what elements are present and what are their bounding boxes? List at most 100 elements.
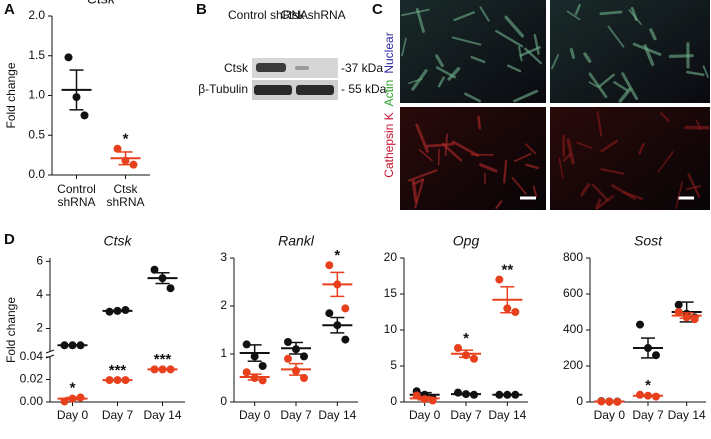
y-tick-label: 5: [390, 358, 397, 372]
x-tick-label: Day 7: [450, 408, 482, 422]
cell: [566, 138, 575, 165]
x-tick-label: Day 14: [318, 408, 356, 422]
cell: [525, 143, 537, 155]
y-tick-label: 400: [563, 322, 583, 336]
y-tick-label: 3: [220, 250, 227, 264]
micrographs: [400, 0, 710, 210]
cell: [638, 142, 645, 155]
significance-label: ***: [109, 362, 127, 379]
y-tick-label: 600: [563, 286, 583, 300]
data-point: [341, 335, 350, 344]
cell: [621, 72, 639, 101]
cell: [668, 54, 694, 58]
cell: [686, 70, 705, 76]
significance-label: **: [501, 262, 513, 279]
cell: [525, 163, 540, 170]
cell: [600, 139, 619, 153]
data-point: [242, 368, 251, 377]
significance-label: ***: [154, 351, 172, 368]
data-point: [242, 340, 251, 349]
data-point: [258, 376, 267, 385]
cell: [519, 46, 541, 57]
cell: [415, 8, 425, 33]
data-point: [300, 374, 308, 382]
cell: [551, 54, 560, 70]
cell: [660, 112, 670, 122]
cell: [513, 89, 539, 103]
stain-label: Nuclear: [382, 32, 396, 73]
blot-band: [296, 85, 334, 95]
cell: [588, 72, 608, 99]
x-tick-label: Day 14: [143, 408, 181, 422]
data-point: [470, 354, 478, 363]
blot-band: [256, 63, 286, 72]
micrograph: [400, 0, 546, 103]
cell: [569, 47, 576, 59]
cell: [477, 115, 482, 130]
data-point: [150, 265, 159, 274]
cell: [401, 8, 430, 17]
y-tick-label: 0.02: [20, 372, 44, 386]
cell: [588, 81, 598, 88]
cell: [451, 36, 482, 46]
data-point: [64, 53, 73, 62]
x-tick-label: Ctsk shRNA: [106, 182, 145, 209]
y-tick-label: 20: [384, 250, 398, 264]
cell: [447, 67, 461, 81]
cell: [580, 183, 591, 197]
cell: [574, 3, 581, 16]
y-axis-label: Fold change: [4, 297, 18, 363]
significance-label: *: [334, 247, 340, 264]
y-tick-label: 0: [390, 394, 397, 408]
cell: [418, 148, 433, 162]
cell: [507, 64, 522, 73]
cell: [695, 119, 702, 130]
cell: [597, 73, 615, 89]
cell: [451, 140, 480, 157]
significance-label: *: [123, 131, 129, 148]
cell: [611, 184, 636, 200]
y-tick-label: 1.5: [28, 48, 45, 62]
cell: [566, 10, 581, 21]
y-tick-label: 0.00: [20, 394, 44, 408]
significance-label: *: [645, 377, 651, 394]
micrograph: [400, 107, 546, 210]
cell: [413, 178, 424, 185]
chart-title: Sost: [634, 233, 663, 249]
cell: [600, 168, 625, 175]
stain-labels: Cathepsin K Actin Nuclear: [382, 32, 396, 177]
stain-label: Cathepsin K: [382, 112, 396, 177]
panel-letter: C: [372, 1, 383, 18]
cell: [414, 178, 425, 209]
data-point: [325, 261, 334, 270]
cell: [479, 6, 490, 22]
chart-title: Opg: [453, 233, 480, 249]
data-point: [511, 308, 520, 316]
cell: [595, 198, 602, 210]
cell: [479, 163, 498, 173]
significance-label: *: [70, 379, 76, 396]
blot-row-label: β-Tubulin: [198, 82, 248, 96]
cell: [415, 123, 429, 153]
y-tick-label: 2.0: [28, 8, 45, 22]
x-tick-label: Control shRNA: [57, 182, 96, 209]
cell: [632, 42, 662, 56]
y-tick-label: 6: [36, 254, 43, 268]
blot-row-label: Ctsk: [224, 61, 249, 75]
cell: [686, 185, 701, 191]
panel-letter: B: [196, 1, 207, 18]
y-tick-label: 10: [384, 322, 398, 336]
cell: [687, 173, 701, 198]
cell: [504, 15, 525, 38]
chart-title: Ctsk: [87, 0, 116, 7]
cell: [596, 195, 615, 210]
data-point: [636, 320, 644, 329]
cell: [401, 37, 407, 57]
data-point: [690, 315, 699, 324]
cell: [599, 10, 623, 16]
data-point: [495, 275, 504, 284]
y-tick-label: 0.5: [28, 127, 45, 141]
cell: [425, 142, 455, 148]
